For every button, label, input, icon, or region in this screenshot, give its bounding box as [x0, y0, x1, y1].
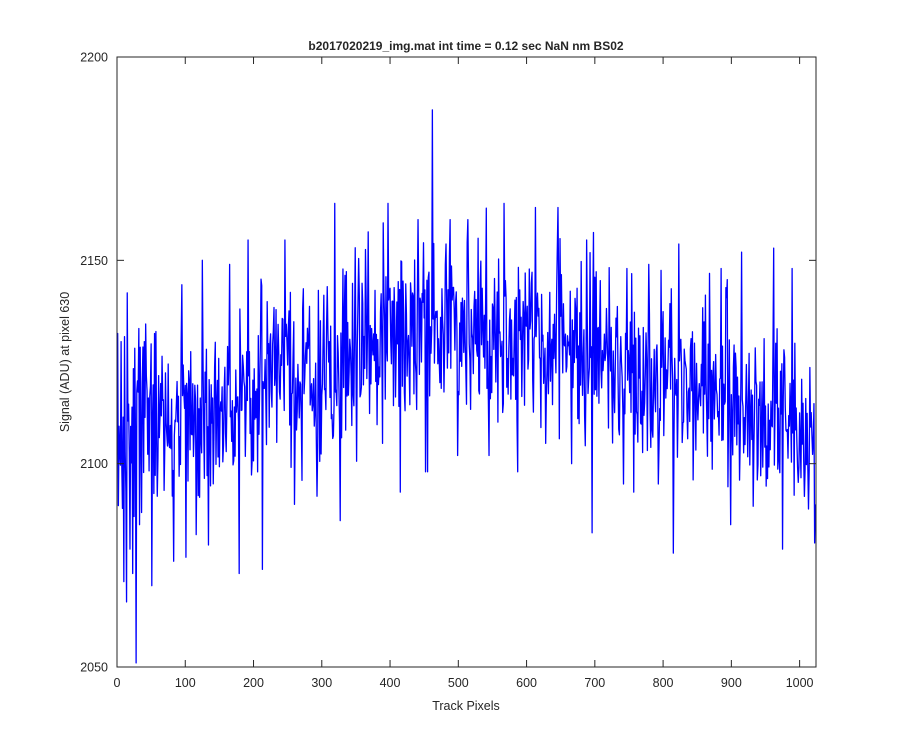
y-tick-label: 2200 [80, 51, 108, 65]
data-series-group [117, 109, 816, 664]
x-tick-label: 300 [311, 676, 332, 690]
x-tick-label: 200 [243, 676, 264, 690]
x-tick-label: 400 [380, 676, 401, 690]
y-tick-label: 2150 [80, 254, 108, 268]
y-axis-ticks: 2050 2100 2150 2200 [80, 51, 816, 675]
y-tick-label: 2050 [80, 661, 108, 675]
y-axis-label: Signal (ADU) at pixel 630 [58, 292, 72, 432]
axes-frame [116, 56, 817, 668]
x-axis-ticks: 0 100 200 300 400 500 600 700 800 900 1000 [114, 57, 814, 690]
x-tick-label: 1000 [786, 676, 814, 690]
x-tick-label: 600 [516, 676, 537, 690]
x-tick-label: 500 [448, 676, 469, 690]
x-tick-label: 100 [175, 676, 196, 690]
x-tick-label: 900 [721, 676, 742, 690]
x-tick-label: 800 [653, 676, 674, 690]
x-tick-label: 0 [114, 676, 121, 690]
y-tick-label: 2100 [80, 457, 108, 471]
x-tick-label: 700 [584, 676, 605, 690]
x-axis-label: Track Pixels [432, 699, 500, 713]
chart-title: b2017020219_img.mat int time = 0.12 sec … [308, 39, 623, 53]
signal-series-line [117, 109, 816, 664]
axes-box [116, 56, 817, 668]
